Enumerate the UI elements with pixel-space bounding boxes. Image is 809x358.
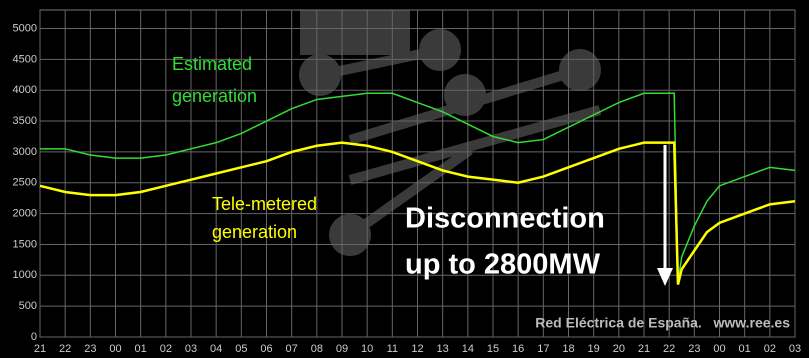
- x-tick-label: 22: [663, 343, 675, 355]
- logo-bar: [347, 145, 473, 240]
- x-tick-label: 05: [235, 343, 247, 355]
- logo-bar: [348, 65, 582, 145]
- x-tick-label: 22: [59, 343, 71, 355]
- logo-block: [300, 10, 410, 55]
- x-tick-label: 23: [688, 343, 700, 355]
- x-tick-label: 01: [739, 343, 751, 355]
- x-tick-label: 13: [437, 343, 449, 355]
- annotation: Disconnection: [405, 203, 605, 235]
- series-line: [40, 92, 796, 282]
- y-tick-label: 500: [19, 300, 37, 312]
- annotation: up to 2800MW: [405, 249, 601, 281]
- x-tick-label: 04: [210, 343, 222, 355]
- x-tick-label: 23: [84, 343, 96, 355]
- x-tick-label: 16: [512, 343, 524, 355]
- annotation: Estimated: [172, 54, 252, 74]
- arrow-head: [657, 268, 673, 286]
- x-tick-label: 09: [336, 343, 348, 355]
- series-line: [39, 141, 796, 285]
- x-tick-label: 08: [311, 343, 323, 355]
- y-tick-label: 1500: [13, 238, 37, 250]
- y-tick-label: 2500: [13, 177, 37, 189]
- x-tick-label: 20: [613, 343, 625, 355]
- y-tick-label: 4000: [13, 84, 37, 96]
- x-tick-label: 01: [135, 343, 147, 355]
- x-tick-label: 12: [411, 343, 423, 355]
- x-tick-label: 06: [260, 343, 272, 355]
- x-tick-label: 10: [361, 343, 373, 355]
- x-tick-label: 19: [588, 343, 600, 355]
- x-tick-label: 17: [537, 343, 549, 355]
- y-tick-label: 1000: [13, 269, 37, 281]
- y-tick-label: 5000: [13, 22, 37, 34]
- annotation: generation: [172, 86, 257, 106]
- x-tick-label: 03: [185, 343, 197, 355]
- logo: [299, 10, 602, 256]
- annotation: Red Eléctrica de España. www.ree.es: [535, 315, 790, 331]
- x-tick-label: 14: [462, 343, 474, 355]
- logo-bar: [318, 45, 442, 80]
- annotation: Tele-metered: [212, 194, 317, 214]
- x-tick-label: 02: [764, 343, 776, 355]
- annotation: generation: [212, 222, 297, 242]
- x-tick-label: 15: [487, 343, 499, 355]
- x-tick-label: 07: [286, 343, 298, 355]
- x-tick-label: 21: [638, 343, 650, 355]
- x-tick-label: 18: [562, 343, 574, 355]
- y-tick-label: 0: [31, 331, 37, 343]
- x-tick-label: 00: [713, 343, 725, 355]
- x-tick-label: 11: [387, 343, 398, 355]
- y-tick-label: 3000: [13, 146, 37, 158]
- y-tick-label: 4500: [13, 53, 37, 65]
- logo-bar: [348, 105, 602, 185]
- x-tick-label: 21: [34, 343, 46, 355]
- x-tick-label: 03: [789, 343, 801, 355]
- x-tick-label: 02: [160, 343, 172, 355]
- y-tick-label: 2000: [13, 208, 37, 220]
- y-tick-label: 3500: [13, 115, 37, 127]
- x-tick-label: 00: [109, 343, 121, 355]
